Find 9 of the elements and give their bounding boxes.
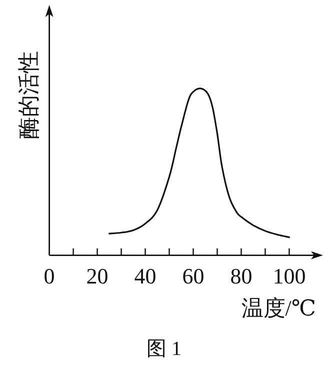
x-tick-label: 20 xyxy=(86,263,108,288)
y-axis-title: 酶的活性 xyxy=(16,51,41,139)
caption: 图 1 xyxy=(146,338,182,360)
x-axis-title: 温度/℃ xyxy=(241,295,316,320)
x-tick-label: 40 xyxy=(134,263,156,288)
x-tick-label: 80 xyxy=(230,263,252,288)
x-tick-label: 0 xyxy=(44,263,55,288)
x-tick-label: 100 xyxy=(272,263,306,288)
x-tick-label: 60 xyxy=(182,263,204,288)
